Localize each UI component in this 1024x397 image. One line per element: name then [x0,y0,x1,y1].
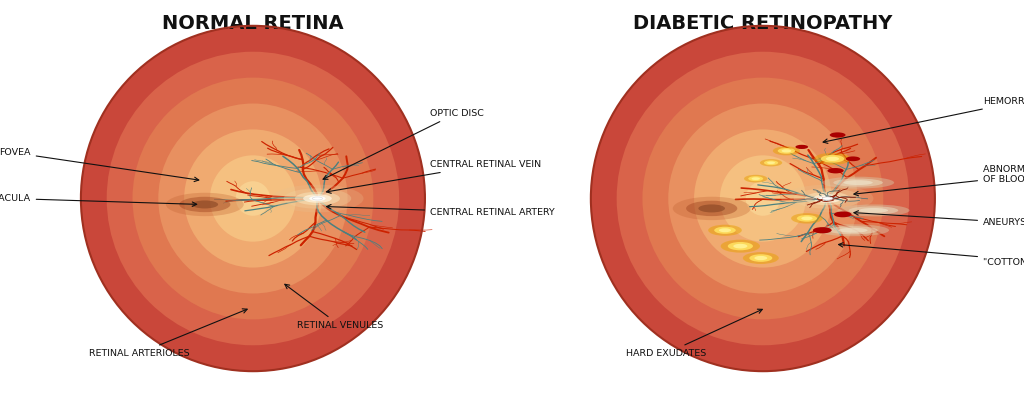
Ellipse shape [745,181,780,216]
Ellipse shape [132,78,374,319]
Ellipse shape [827,168,844,173]
Ellipse shape [773,146,800,155]
Text: RETINAL ARTERIOLES: RETINAL ARTERIOLES [89,309,247,358]
Text: ABNORMAL GROWTH
OF BLOOD VESSELS: ABNORMAL GROWTH OF BLOOD VESSELS [854,165,1024,196]
Ellipse shape [309,196,326,201]
Ellipse shape [312,197,323,200]
Ellipse shape [792,213,822,224]
Ellipse shape [295,192,340,205]
Ellipse shape [184,129,322,268]
Ellipse shape [764,160,778,165]
Ellipse shape [159,104,347,293]
Ellipse shape [821,155,844,163]
Ellipse shape [781,149,792,152]
Ellipse shape [271,185,364,212]
Ellipse shape [616,52,909,345]
Ellipse shape [191,200,218,208]
Ellipse shape [179,197,230,212]
Text: "COTTON WOOL" SPOTS: "COTTON WOOL" SPOTS [839,243,1024,266]
Text: ANEURYSM: ANEURYSM [854,211,1024,227]
Ellipse shape [752,177,760,180]
Ellipse shape [728,242,753,250]
Ellipse shape [760,159,782,166]
Ellipse shape [744,175,767,183]
Ellipse shape [767,162,775,164]
Ellipse shape [801,216,813,220]
Ellipse shape [166,193,244,216]
Ellipse shape [838,204,909,216]
Ellipse shape [822,177,894,189]
Ellipse shape [686,201,737,216]
Ellipse shape [755,256,767,260]
Ellipse shape [813,227,831,233]
Ellipse shape [859,208,888,213]
Ellipse shape [817,224,889,236]
Ellipse shape [742,252,779,264]
Ellipse shape [849,206,898,214]
Ellipse shape [591,26,935,371]
Ellipse shape [303,194,332,203]
Ellipse shape [778,148,795,154]
Ellipse shape [694,129,831,268]
Ellipse shape [719,228,731,232]
Ellipse shape [284,188,351,209]
Ellipse shape [714,227,736,234]
Ellipse shape [673,197,751,220]
Ellipse shape [826,157,839,161]
Ellipse shape [822,197,833,200]
Text: CENTRAL RETINAL ARTERY: CENTRAL RETINAL ARTERY [327,204,555,217]
Text: OPTIC DISC: OPTIC DISC [324,109,484,179]
Ellipse shape [720,155,806,242]
Ellipse shape [709,225,741,236]
Text: MACULA: MACULA [0,194,197,206]
Ellipse shape [834,179,883,187]
Text: NORMAL RETINA: NORMAL RETINA [162,14,344,33]
Ellipse shape [669,104,857,293]
Text: FOVEA: FOVEA [0,148,199,181]
Ellipse shape [797,215,817,222]
Ellipse shape [814,153,851,165]
Ellipse shape [106,52,399,345]
Ellipse shape [81,26,425,371]
Ellipse shape [813,194,842,203]
Text: CENTRAL RETINAL VEIN: CENTRAL RETINAL VEIN [327,160,542,193]
Ellipse shape [846,156,860,161]
Ellipse shape [794,188,861,209]
Ellipse shape [834,212,852,217]
Ellipse shape [721,240,760,252]
Ellipse shape [750,254,772,262]
Ellipse shape [839,228,867,233]
Ellipse shape [698,204,725,212]
Ellipse shape [805,192,850,205]
Ellipse shape [749,176,763,181]
Ellipse shape [796,145,808,149]
Text: HARD EXUDATES: HARD EXUDATES [627,309,762,358]
Ellipse shape [819,196,836,201]
Ellipse shape [642,78,884,319]
Text: DIABETIC RETINOPATHY: DIABETIC RETINOPATHY [633,14,893,33]
Text: RETINAL VENULES: RETINAL VENULES [285,284,383,330]
Ellipse shape [236,181,270,216]
Text: HEMORRHAGES: HEMORRHAGES [823,97,1024,143]
Ellipse shape [781,185,873,212]
Ellipse shape [828,226,878,234]
Ellipse shape [829,132,846,138]
Ellipse shape [733,244,748,249]
Ellipse shape [844,180,872,185]
Ellipse shape [210,155,296,242]
